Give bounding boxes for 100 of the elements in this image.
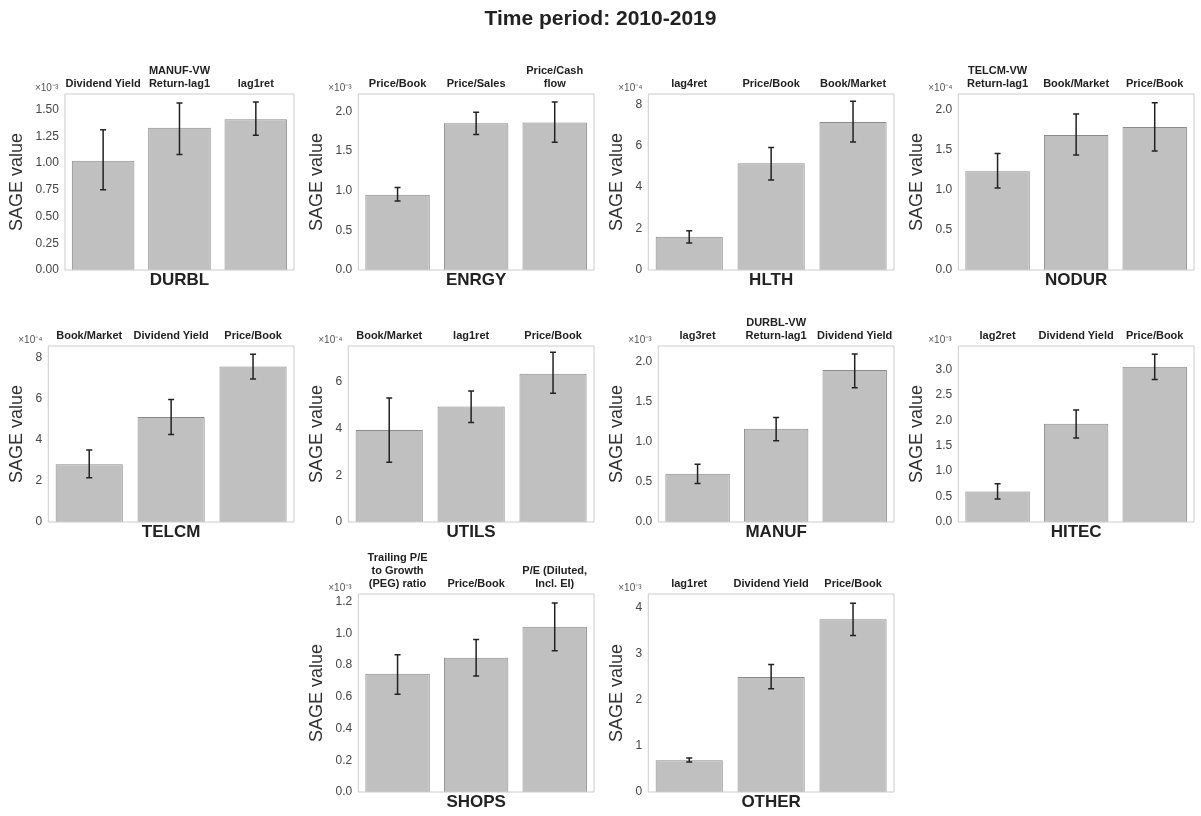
text: ×10⁻³: [34, 81, 59, 93]
y-tick-label: 0.00: [35, 262, 60, 277]
x-axis-title: OTHER: [741, 792, 801, 812]
y-tick-label: 0.50: [35, 208, 60, 223]
x-tick-label: lag1ret: [671, 577, 708, 590]
x-tick-label: Price/Book: [1125, 77, 1185, 90]
y-tick-label: 0.0: [635, 514, 653, 529]
y-tick-label: 4: [635, 600, 643, 615]
y-tick-label: 1.0: [335, 183, 353, 198]
y-tick-label: 0.0: [335, 784, 353, 799]
x-axis-title: TELCM: [141, 522, 201, 542]
y-tick-label: 1.0: [335, 625, 353, 640]
y-tick-label: 8: [35, 349, 43, 364]
y-tick-label: 0.0: [935, 514, 953, 529]
y-tick-label: 4: [35, 431, 43, 446]
y-tick-label: 1.0: [635, 433, 653, 448]
text: ×10⁻³: [328, 81, 353, 93]
y-axis-title: SAGE value: [605, 643, 626, 743]
y-tick-label: 1.0: [935, 181, 953, 196]
y-tick-label: 0.0: [935, 262, 953, 277]
y-tick-label: 0.5: [935, 488, 953, 503]
x-axis-title: HLTH: [749, 270, 794, 290]
x-tick-label: lag1ret: [453, 329, 490, 342]
y-tick-label: 0.8: [335, 657, 353, 672]
x-tick-label: Price/Book: [447, 577, 506, 590]
x-tick-label: P/E (Diluted, Incl. EI): [522, 564, 588, 590]
x-tick-label: lag3ret: [679, 329, 716, 342]
y-axis-title: SAGE value: [905, 132, 926, 232]
x-tick-label: Dividend Yield: [65, 77, 141, 90]
x-tick-label: Book/Market: [820, 77, 887, 90]
y-tick-label: 1.5: [935, 438, 953, 453]
y-tick-label: 0.0: [335, 262, 353, 277]
y-tick-label: 1.50: [35, 101, 60, 116]
x-tick-label: Book/Market: [356, 329, 423, 342]
x-tick-label: Price/Book: [524, 329, 583, 342]
x-tick-label: Dividend Yield: [1038, 329, 1114, 342]
x-tick-label: Dividend Yield: [733, 577, 809, 590]
x-tick-label: lag2ret: [979, 329, 1016, 342]
text: ×10⁻³: [618, 581, 643, 593]
y-axis-title: SAGE value: [305, 643, 326, 743]
y-axis-title: SAGE value: [905, 384, 926, 484]
y-tick-label: 1.2: [335, 593, 353, 608]
y-tick-label: 1: [635, 738, 643, 753]
x-tick-label: Book/Market: [1043, 77, 1110, 90]
x-tick-label: MANUF-VW Return-lag1: [148, 64, 211, 90]
text: ×10⁻⁴: [318, 333, 343, 345]
x-tick-label: Price/Book: [742, 77, 801, 90]
y-tick-label: 1.5: [635, 393, 653, 408]
y-tick-label: 2.0: [635, 353, 653, 368]
text: ×10⁻⁴: [618, 81, 643, 93]
x-axis-title: NODUR: [1044, 270, 1108, 290]
y-tick-label: 1.25: [35, 128, 60, 143]
text: ×10⁻⁴: [928, 81, 953, 93]
x-tick-label: Price/Cash flow: [526, 64, 584, 90]
y-tick-label: 1.0: [935, 463, 953, 478]
x-axis-title: UTILS: [446, 522, 496, 542]
x-tick-label: Price/Sales: [446, 77, 506, 90]
y-tick-label: 2.0: [335, 103, 353, 118]
y-tick-label: 1.00: [35, 155, 60, 170]
y-tick-label: 2: [635, 692, 643, 707]
x-axis-title: MANUF: [745, 522, 807, 542]
y-tick-label: 2: [635, 220, 643, 235]
text: ×10⁻³: [628, 333, 653, 345]
y-axis-title: SAGE value: [605, 132, 626, 232]
y-tick-label: 0.25: [35, 235, 60, 250]
y-tick-label: 0: [335, 514, 343, 529]
x-axis-title: SHOPS: [446, 792, 506, 812]
y-tick-label: 6: [335, 373, 343, 388]
x-tick-label: lag1ret: [237, 77, 275, 90]
text: Time period: 2010-2019: [483, 6, 718, 30]
y-tick-label: 2: [35, 473, 43, 488]
y-tick-label: 3: [635, 646, 643, 661]
y-tick-label: 0.5: [935, 222, 953, 237]
x-axis-title: ENRGY: [445, 270, 508, 290]
y-tick-label: 4: [635, 179, 643, 194]
x-axis-title: HITEC: [1050, 522, 1102, 542]
x-tick-label: Price/Book: [224, 329, 283, 342]
y-tick-label: 1.5: [935, 141, 953, 156]
y-axis-title: SAGE value: [305, 384, 326, 484]
y-tick-label: 3.0: [935, 361, 953, 376]
y-tick-label: 0.75: [35, 182, 60, 197]
y-tick-label: 2.0: [935, 101, 953, 116]
y-tick-label: 8: [635, 96, 643, 111]
y-axis-title: SAGE value: [5, 132, 26, 232]
y-tick-label: 6: [635, 138, 643, 153]
x-tick-label: Dividend Yield: [817, 329, 893, 342]
x-tick-label: Price/Book: [1125, 329, 1185, 342]
y-tick-label: 0.4: [335, 720, 353, 735]
x-tick-label: TELCM-VW Return-lag1: [967, 64, 1029, 90]
x-tick-label: DURBL-VW Return-lag1: [745, 316, 807, 342]
x-tick-label: Book/Market: [56, 329, 123, 342]
y-tick-label: 1.5: [335, 143, 353, 158]
x-tick-label: lag4ret: [671, 77, 708, 90]
y-tick-label: 4: [335, 420, 343, 435]
y-tick-label: 0.2: [335, 752, 353, 767]
y-tick-label: 0: [35, 514, 43, 529]
x-tick-label: Price/Book: [824, 577, 883, 590]
x-tick-label: Dividend Yield: [133, 329, 209, 342]
y-tick-label: 2.0: [935, 412, 953, 427]
y-axis-title: SAGE value: [5, 384, 26, 484]
